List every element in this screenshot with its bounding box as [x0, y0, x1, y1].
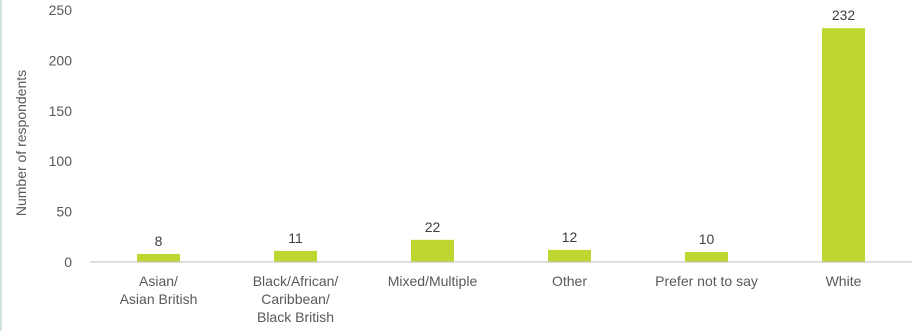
bar	[548, 249, 591, 262]
bar	[685, 251, 728, 262]
data-labels: 8 11 22 12 10 232	[155, 7, 856, 249]
data-label: 8	[155, 233, 163, 249]
y-tick-label: 50	[56, 204, 72, 220]
y-axis-title: Number of respondents	[13, 70, 29, 216]
category-label: White	[826, 273, 862, 289]
bar	[274, 250, 317, 262]
y-tick-label: 150	[49, 103, 73, 119]
category-label: Asian British	[120, 291, 198, 307]
category-label: Black British	[257, 309, 334, 325]
category-label: Mixed/Multiple	[388, 273, 478, 289]
bar	[411, 239, 454, 262]
category-label: Black/African/	[253, 273, 339, 289]
data-label: 12	[562, 229, 578, 245]
category-labels: Asian/Asian British Black/African/Caribbe…	[120, 273, 862, 325]
data-label: 22	[425, 219, 441, 235]
category-label: Asian/	[139, 273, 178, 289]
y-tick-label: 0	[64, 254, 72, 270]
bars	[137, 28, 865, 263]
bar	[137, 253, 180, 262]
data-label: 11	[288, 230, 303, 246]
y-tick-label: 100	[49, 153, 73, 169]
category-label: Caribbean/	[261, 291, 330, 307]
data-label: 10	[699, 231, 715, 247]
y-tick-label: 250	[49, 2, 73, 18]
y-axis-ticks: 0 50 100 150 200 250	[49, 2, 73, 270]
data-label: 232	[832, 7, 856, 23]
y-tick-label: 200	[49, 52, 73, 68]
bar	[822, 28, 865, 263]
category-label: Other	[552, 273, 587, 289]
category-label: Prefer not to say	[655, 273, 758, 289]
